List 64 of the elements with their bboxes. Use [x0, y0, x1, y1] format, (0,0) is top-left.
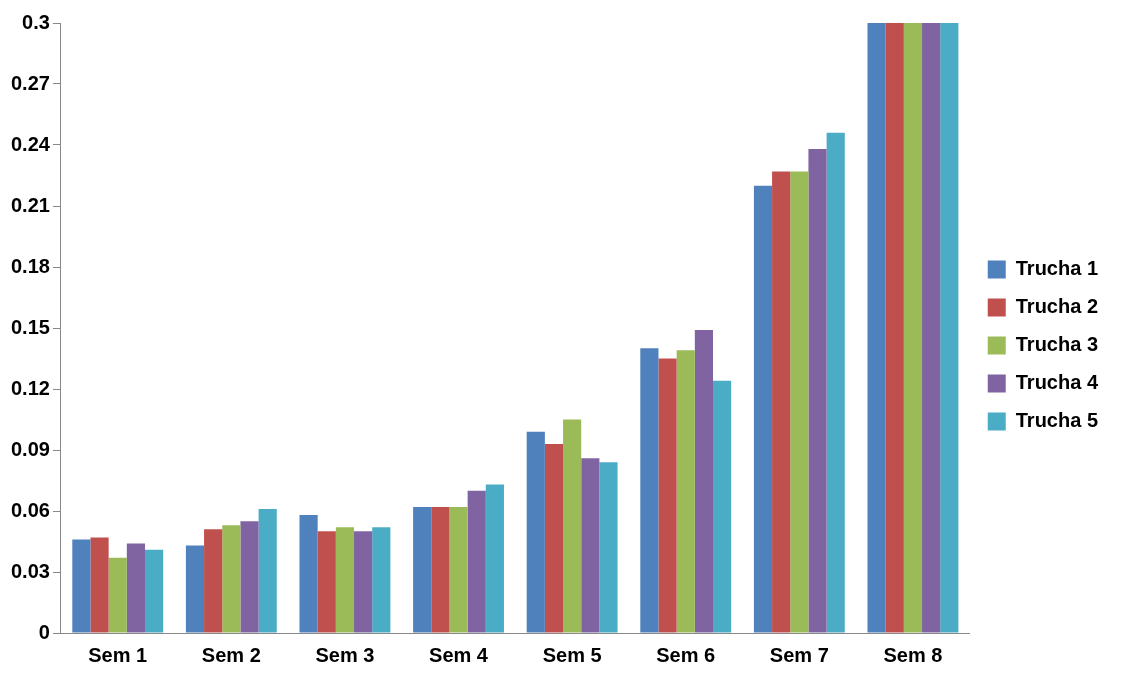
bar [658, 358, 677, 633]
bar [867, 23, 886, 633]
y-tick-label: 0.18 [10, 254, 50, 277]
bar [240, 521, 259, 633]
bar [544, 443, 564, 633]
x-tick-label: Sem 1 [88, 643, 148, 666]
bar [903, 23, 923, 633]
x-tick-label: Sem 4 [429, 643, 489, 666]
x-tick-label: Sem 2 [201, 643, 261, 666]
bar [144, 549, 164, 633]
bar [204, 529, 223, 633]
y-tick-label: 0.3 [22, 10, 50, 33]
bar [713, 380, 732, 633]
bar [676, 350, 695, 633]
bar [599, 462, 618, 633]
y-tick-label: 0 [38, 620, 50, 643]
y-tick-label: 0.21 [10, 193, 50, 216]
bar [449, 506, 468, 633]
bar [790, 171, 809, 633]
legend-label: Trucha 2 [1015, 295, 1099, 318]
bar [372, 527, 391, 633]
x-tick-label: Sem 6 [656, 643, 716, 666]
y-tick-label: 0.03 [10, 559, 50, 582]
legend-label: Trucha 3 [1015, 333, 1099, 356]
y-tick-label: 0.15 [10, 315, 50, 338]
bar [467, 490, 486, 633]
bar [694, 330, 713, 633]
x-tick-label: Sem 5 [542, 643, 602, 666]
bar [299, 515, 318, 633]
bar [431, 506, 450, 633]
legend-label: Trucha 1 [1015, 257, 1099, 280]
bar [72, 539, 91, 633]
y-tick-label: 0.27 [10, 71, 50, 94]
bar [581, 458, 600, 633]
bar [526, 431, 545, 633]
bar [826, 132, 845, 633]
bar [885, 23, 904, 633]
x-tick-label: Sem 7 [769, 643, 829, 666]
y-tick-label: 0.24 [10, 132, 51, 155]
y-tick-label: 0.09 [10, 437, 50, 460]
bar [126, 543, 145, 633]
bar [108, 557, 127, 633]
bar [753, 185, 773, 633]
bar [222, 525, 241, 633]
bar [185, 545, 205, 633]
bar [485, 484, 504, 633]
legend-label: Trucha 4 [1015, 371, 1099, 394]
bar [317, 531, 336, 633]
x-tick-label: Sem 3 [315, 643, 375, 666]
bar [640, 348, 659, 633]
bar [922, 23, 941, 633]
bar [563, 419, 582, 633]
bar [354, 531, 373, 633]
y-tick-label: 0.06 [10, 498, 50, 521]
y-tick-label: 0.12 [10, 376, 50, 399]
bar [413, 506, 432, 633]
x-tick-label: Sem 8 [883, 643, 943, 666]
bar [258, 508, 277, 633]
bar [90, 537, 109, 633]
bar [940, 23, 959, 633]
bar [808, 149, 827, 633]
bar [335, 527, 355, 633]
bar [772, 171, 791, 633]
legend-label: Trucha 5 [1015, 409, 1099, 432]
